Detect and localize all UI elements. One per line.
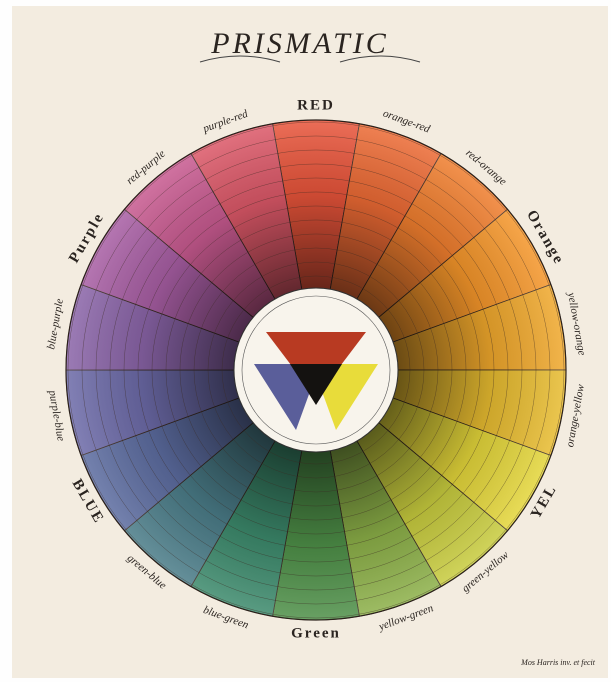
segment-label: RED	[297, 97, 335, 113]
title: PRISMATIC	[210, 27, 389, 60]
segment-label: Green	[291, 625, 341, 641]
picture: PRISMATIC Mos Harris inv. et fecit REDor…	[0, 0, 611, 682]
signature: Mos Harris inv. et fecit	[520, 658, 596, 667]
